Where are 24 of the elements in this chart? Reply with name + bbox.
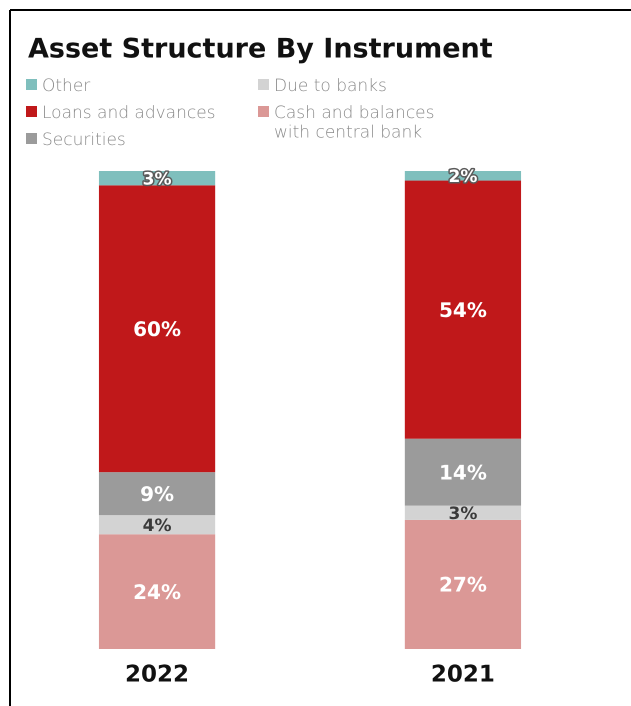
x-tick-label: 2021 <box>430 661 495 688</box>
data-label: 27% <box>439 572 487 597</box>
data-label: 9% <box>140 482 174 506</box>
chart-title: Asset Structure By Instrument <box>28 34 493 65</box>
legend-label: Securities <box>42 130 126 150</box>
data-label: 4% <box>142 516 172 536</box>
bar <box>98 472 216 516</box>
legend-label: Other <box>42 76 90 96</box>
bar <box>98 185 216 472</box>
data-label: 60% <box>133 316 181 341</box>
bar <box>404 520 522 649</box>
bar <box>404 438 522 506</box>
data-label: 3% <box>448 504 478 524</box>
bar <box>98 534 216 649</box>
legend-label: Cash and balances with central bank <box>274 103 434 143</box>
x-tick-label: 2022 <box>125 661 190 688</box>
data-label: 54% <box>439 298 487 322</box>
data-label: 24% <box>133 580 181 604</box>
data-label: 14% <box>439 460 487 484</box>
legend-label: Due to banks <box>274 76 387 96</box>
legend-label: Loans and advances <box>42 103 216 124</box>
bar <box>98 515 216 534</box>
data-label: 3% <box>142 169 172 190</box>
bar <box>404 506 522 520</box>
